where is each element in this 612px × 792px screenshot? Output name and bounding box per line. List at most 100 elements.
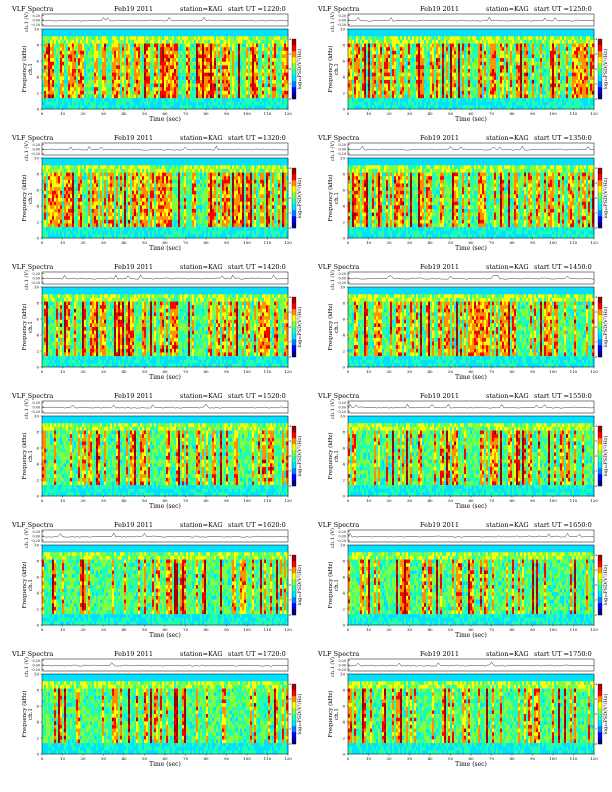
heatmap-cell bbox=[210, 61, 213, 66]
heatmap-cell bbox=[122, 76, 125, 81]
heatmap-cell bbox=[262, 61, 265, 66]
heatmap-cell bbox=[60, 54, 63, 59]
heatmap-cell bbox=[200, 87, 203, 92]
heatmap-cell bbox=[472, 43, 475, 48]
heatmap-cell bbox=[246, 54, 249, 59]
heatmap-cell bbox=[206, 76, 209, 81]
heatmap-cell bbox=[120, 76, 123, 81]
heatmap-cell bbox=[124, 32, 127, 37]
heatmap-cell bbox=[502, 32, 505, 37]
heatmap-cell bbox=[278, 76, 281, 81]
heatmap-cell bbox=[266, 87, 269, 92]
heatmap-cell bbox=[390, 47, 393, 52]
amplitude-tick-label: -0.20 bbox=[337, 23, 346, 27]
heatmap-cell bbox=[440, 43, 443, 48]
heatmap-cell bbox=[234, 72, 237, 77]
heatmap-cell bbox=[454, 36, 457, 41]
heatmap-cell bbox=[118, 32, 121, 37]
heatmap-cell bbox=[442, 94, 445, 99]
heatmap-cell bbox=[212, 69, 215, 73]
heatmap-cell bbox=[264, 65, 267, 70]
heatmap-cell bbox=[466, 65, 469, 70]
heatmap-cell bbox=[78, 76, 81, 81]
heatmap-cell bbox=[280, 65, 283, 70]
heatmap-cell bbox=[118, 58, 121, 63]
heatmap-cell bbox=[510, 94, 513, 99]
heatmap-cell bbox=[202, 94, 205, 99]
heatmap-cell bbox=[414, 54, 417, 59]
heatmap-cell bbox=[366, 72, 369, 77]
heatmap-cell bbox=[240, 87, 243, 92]
heatmap-cell bbox=[102, 94, 105, 99]
heatmap-cell bbox=[396, 98, 399, 103]
heatmap-cell bbox=[264, 87, 267, 92]
heatmap-cell bbox=[444, 36, 447, 41]
heatmap-cell bbox=[354, 79, 357, 84]
heatmap-cell bbox=[72, 69, 75, 73]
heatmap-cell bbox=[524, 43, 527, 48]
heatmap-cell bbox=[470, 98, 473, 103]
heatmap-cell bbox=[508, 72, 511, 77]
heatmap-cell bbox=[178, 61, 181, 66]
heatmap-cell bbox=[118, 29, 121, 33]
heatmap-cell bbox=[544, 43, 547, 48]
heatmap-cell bbox=[412, 98, 415, 103]
heatmap-cell bbox=[74, 29, 77, 33]
heatmap-cell bbox=[472, 69, 475, 73]
heatmap-cell bbox=[352, 94, 355, 99]
heatmap-cell bbox=[184, 79, 187, 84]
heatmap-cell bbox=[66, 76, 69, 81]
heatmap-cell bbox=[100, 32, 103, 37]
heatmap-cell bbox=[130, 98, 133, 103]
heatmap-cell bbox=[160, 50, 163, 55]
heatmap-cell bbox=[170, 79, 173, 84]
heatmap-cell bbox=[366, 39, 369, 44]
heatmap-cell bbox=[154, 50, 157, 55]
heatmap-cell bbox=[420, 61, 423, 66]
heatmap-cell bbox=[168, 50, 171, 55]
heatmap-cell bbox=[350, 47, 353, 52]
heatmap-cell bbox=[104, 29, 107, 33]
heatmap-cell bbox=[370, 58, 373, 63]
heatmap-cell bbox=[148, 105, 151, 110]
heatmap-cell bbox=[142, 90, 145, 95]
heatmap-cell bbox=[236, 61, 239, 66]
heatmap-cell bbox=[170, 61, 173, 66]
heatmap-cell bbox=[356, 83, 359, 88]
heatmap-cell bbox=[496, 32, 499, 37]
heatmap-cell bbox=[102, 72, 105, 77]
heatmap-cell bbox=[450, 101, 453, 106]
heatmap-cell bbox=[522, 47, 525, 52]
heatmap-cell bbox=[278, 54, 281, 59]
heatmap-cell bbox=[448, 69, 451, 73]
heatmap-cell bbox=[246, 69, 249, 73]
heatmap-cell bbox=[518, 65, 521, 70]
heatmap-cell bbox=[212, 87, 215, 92]
heatmap-cell bbox=[98, 98, 101, 103]
heatmap-cell bbox=[90, 94, 93, 99]
amplitude-axis-label: ch.1 (V) bbox=[23, 12, 30, 32]
heatmap-cell bbox=[94, 54, 97, 59]
heatmap-cell bbox=[64, 105, 67, 110]
heatmap-cell bbox=[254, 83, 257, 88]
heatmap-cell bbox=[170, 76, 173, 81]
heatmap-cell bbox=[90, 83, 93, 88]
heatmap-cell bbox=[454, 58, 457, 63]
heatmap-cell bbox=[134, 87, 137, 92]
heatmap-cell bbox=[116, 39, 119, 44]
heatmap-cell bbox=[388, 50, 391, 55]
heatmap-cell bbox=[356, 32, 359, 37]
heatmap-cell bbox=[492, 90, 495, 95]
heatmap-cell bbox=[270, 58, 273, 63]
heatmap-cell bbox=[418, 72, 421, 77]
heatmap-cell bbox=[62, 87, 65, 92]
heatmap-cell bbox=[486, 50, 489, 55]
heatmap-cell bbox=[498, 29, 501, 33]
heatmap-cell bbox=[70, 32, 73, 37]
heatmap-cell bbox=[50, 79, 53, 84]
heatmap-cell bbox=[406, 61, 409, 66]
heatmap-cell bbox=[200, 50, 203, 55]
heatmap-cell bbox=[376, 83, 379, 88]
heatmap-cell bbox=[444, 83, 447, 88]
heatmap-cell bbox=[90, 50, 93, 55]
